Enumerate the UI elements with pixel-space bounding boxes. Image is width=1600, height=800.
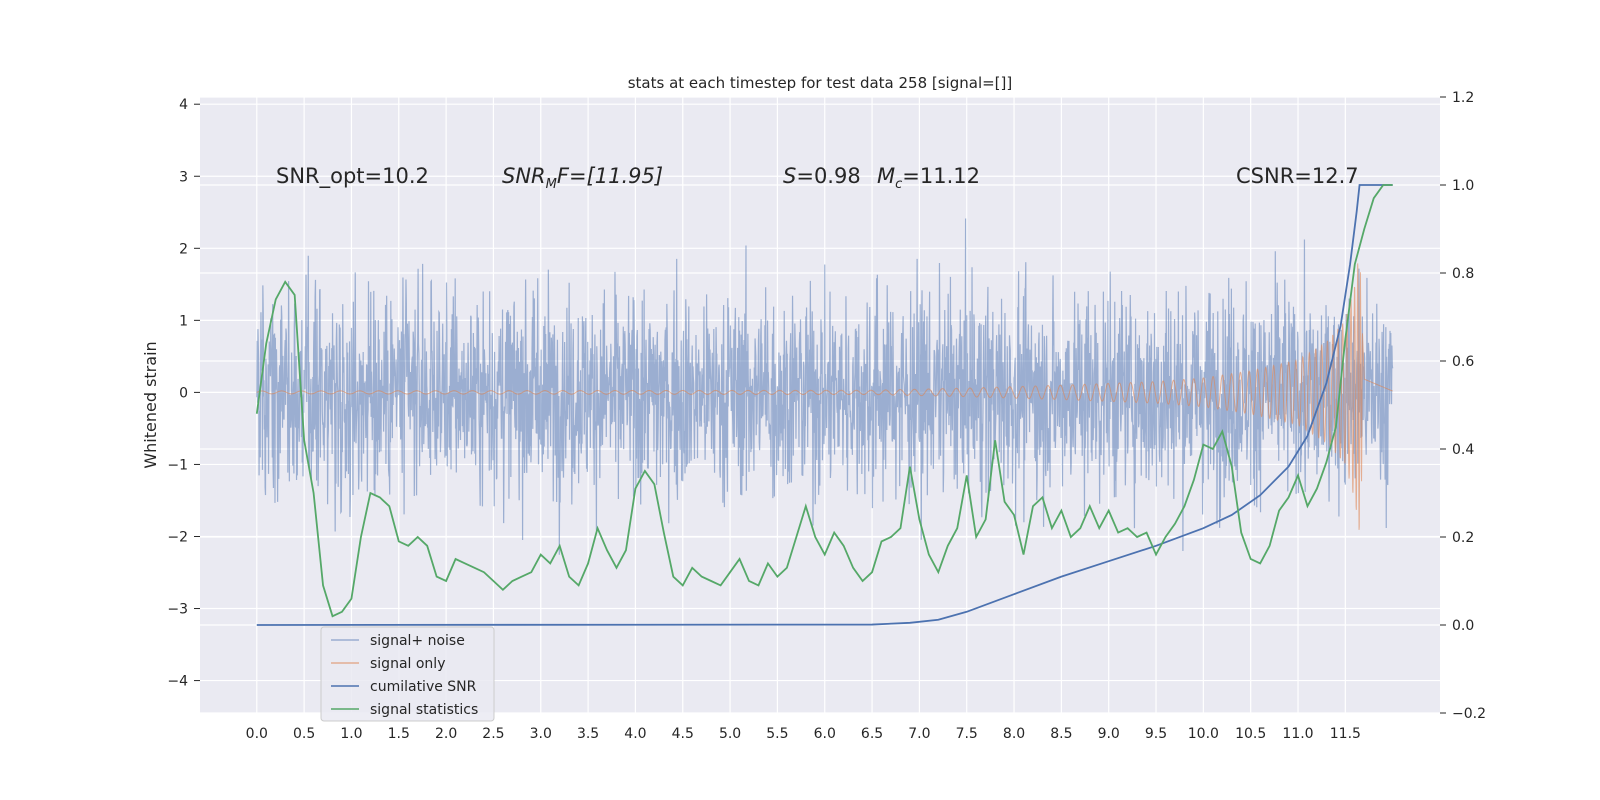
annotation-s: S=0.98: [783, 164, 861, 188]
x-tick-label: 7.5: [956, 726, 978, 742]
y-axis-right: 1.2 1.0 0.8 0.6 0.4 0.2 0.0 −0.2: [1440, 90, 1486, 722]
x-tick-label: 2.0: [435, 726, 457, 742]
x-tick-label: 7.0: [908, 726, 930, 742]
y-tick-label: 0: [179, 385, 188, 401]
annotation-csnr: CSNR=12.7: [1236, 164, 1359, 188]
y-axis-left: 4 3 2 1 0 −1 −2 −3 −4: [167, 97, 200, 690]
y2-tick-label: 0.2: [1452, 530, 1474, 546]
x-tick-label: 9.5: [1145, 726, 1167, 742]
y-tick-label: −3: [167, 602, 188, 618]
y-tick-label: −4: [167, 674, 188, 690]
annotation-mc: Mc=11.12: [877, 164, 980, 192]
annotation-snr-mf: SNRMF=[11.95]: [502, 164, 663, 192]
x-tick-label: 1.0: [340, 726, 362, 742]
y2-tick-label: 0.0: [1452, 618, 1474, 634]
y-tick-label: 2: [179, 241, 188, 257]
x-tick-label: 8.5: [1050, 726, 1072, 742]
x-tick-label: 5.5: [766, 726, 788, 742]
y-tick-label: −2: [167, 529, 188, 545]
x-tick-label: 4.5: [672, 726, 694, 742]
series-signal-noise: [256, 218, 1394, 555]
y2-tick-label: −0.2: [1452, 706, 1486, 722]
x-tick-label: 9.0: [1098, 726, 1120, 742]
x-tick-label: 0.5: [293, 726, 315, 742]
annotation-snr-opt: SNR_opt=10.2: [276, 164, 429, 189]
legend-label-1: signal only: [370, 656, 445, 672]
x-tick-label: 11.5: [1330, 726, 1361, 742]
y-tick-label: 3: [179, 169, 188, 185]
series-signal-statistics: [255, 184, 1393, 618]
legend-label-2: cumilative SNR: [370, 679, 477, 695]
legend-box: [320, 626, 495, 722]
y-tick-label: 4: [179, 97, 188, 113]
chart-title: stats at each timestep for test data 258…: [628, 74, 1013, 92]
x-tick-label: 10.5: [1235, 726, 1266, 742]
x-tick-label: 2.5: [482, 726, 504, 742]
legend-label-3: signal statistics: [370, 702, 478, 718]
series-signal-only: [256, 263, 1393, 530]
y-tick-label: −1: [167, 457, 188, 473]
x-tick-label: 4.0: [624, 726, 646, 742]
x-tick-label: 10.0: [1188, 726, 1219, 742]
legend: signal+ noise signal only cumilative SNR…: [320, 626, 495, 722]
series-cumulative-snr: [256, 184, 1393, 626]
x-tick-label: 5.0: [719, 726, 741, 742]
x-tick-label: 3.5: [577, 726, 599, 742]
x-axis: 0.0 0.5 1.0 1.5 2.0 2.5 3.0 3.5 4.0 4.5 5.0 5.5 6.0 6…: [246, 726, 1361, 742]
x-tick-label: 8.0: [1003, 726, 1025, 742]
y2-tick-label: 0.8: [1452, 266, 1474, 282]
x-tick-label: 6.5: [861, 726, 883, 742]
y2-tick-label: 0.4: [1452, 442, 1474, 458]
y2-tick-label: 0.6: [1452, 354, 1474, 370]
x-tick-label: 6.0: [814, 726, 836, 742]
x-tick-label: 1.5: [388, 726, 410, 742]
y2-tick-label: 1.0: [1452, 178, 1474, 194]
y-tick-label: 1: [179, 313, 188, 329]
annotations: SNR_opt=10.2 SNRMF=[11.95] S=0.98 Mc=11.…: [276, 164, 1359, 192]
legend-label-0: signal+ noise: [370, 633, 465, 649]
y-axis-label: Whitened strain: [141, 341, 160, 468]
x-tick-label: 3.0: [530, 726, 552, 742]
y2-tick-label: 1.2: [1452, 90, 1474, 106]
x-tick-label: 11.0: [1282, 726, 1313, 742]
x-tick-label: 0.0: [246, 726, 268, 742]
